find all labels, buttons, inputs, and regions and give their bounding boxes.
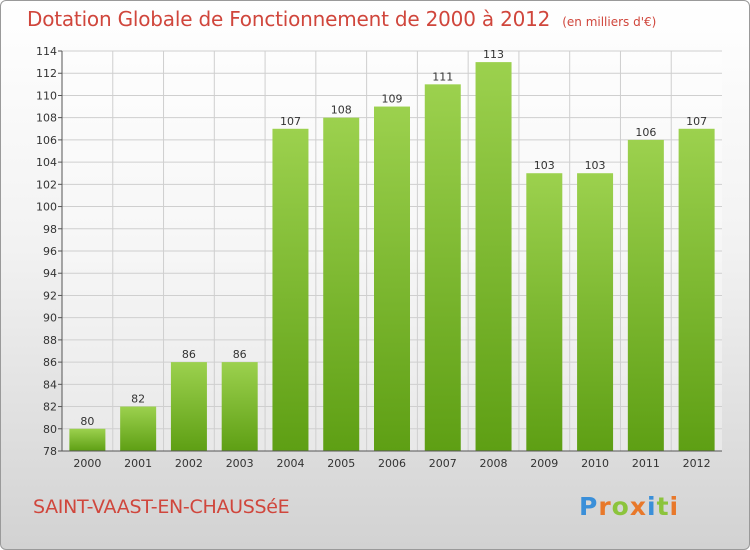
data-label: 103 — [534, 159, 555, 172]
y-tick-label: 92 — [43, 289, 57, 302]
y-tick-label: 110 — [36, 89, 57, 102]
unit-note: (en milliers d'€) — [562, 15, 657, 29]
y-tick-label: 102 — [36, 178, 57, 191]
data-label: 86 — [182, 348, 196, 361]
y-tick-label: 82 — [43, 401, 57, 414]
x-tick-label: 2000 — [73, 457, 101, 470]
bar — [475, 62, 512, 451]
x-tick-label: 2008 — [480, 457, 508, 470]
logo-letter: t — [656, 492, 670, 521]
bar — [170, 362, 207, 451]
y-tick-label: 104 — [36, 156, 57, 169]
y-tick-label: 112 — [36, 67, 57, 80]
x-tick-label: 2010 — [581, 457, 609, 470]
proxiti-logo[interactable]: Proxiti — [579, 492, 679, 521]
data-label: 82 — [131, 393, 145, 406]
logo-letter: P — [579, 492, 599, 521]
data-label: 80 — [80, 415, 94, 428]
x-tick-label: 2003 — [226, 457, 254, 470]
data-label: 111 — [432, 70, 453, 83]
y-tick-label: 98 — [43, 223, 57, 236]
data-label: 113 — [483, 48, 504, 61]
y-tick-label: 78 — [43, 445, 57, 458]
bar — [221, 362, 258, 451]
x-tick-label: 2009 — [530, 457, 558, 470]
logo-letter: o — [611, 492, 630, 521]
bar — [272, 128, 309, 451]
logo-letter: i — [647, 492, 657, 521]
logo-letter: x — [629, 492, 647, 521]
bar — [69, 428, 106, 451]
x-tick-label: 2011 — [632, 457, 660, 470]
y-tick-label: 84 — [43, 378, 57, 391]
data-label: 107 — [280, 115, 301, 128]
bar — [678, 128, 715, 451]
x-tick-label: 2001 — [124, 457, 152, 470]
x-tick-label: 2007 — [429, 457, 457, 470]
y-tick-label: 106 — [36, 134, 57, 147]
y-tick-label: 100 — [36, 201, 57, 214]
commune-name: SAINT-VAAST-EN-CHAUSSéE — [33, 496, 290, 518]
bar — [577, 173, 614, 451]
data-label: 107 — [686, 115, 707, 128]
bar — [323, 117, 360, 452]
y-tick-label: 108 — [36, 112, 57, 125]
x-tick-label: 2002 — [175, 457, 203, 470]
data-label: 109 — [382, 93, 403, 106]
y-tick-label: 88 — [43, 334, 57, 347]
y-tick-label: 80 — [43, 423, 57, 436]
data-label: 103 — [585, 159, 606, 172]
y-tick-label: 86 — [43, 356, 57, 369]
x-tick-label: 2006 — [378, 457, 406, 470]
logo-letter: r — [598, 492, 612, 521]
x-tick-label: 2004 — [276, 457, 304, 470]
y-tick-label: 96 — [43, 245, 57, 258]
bar — [374, 106, 410, 452]
chart-title-text: Dotation Globale de Fonctionnement de 20… — [27, 7, 551, 31]
chart-title: Dotation Globale de Fonctionnement de 20… — [27, 7, 656, 31]
x-tick-label: 2005 — [327, 457, 355, 470]
bar — [627, 139, 664, 451]
bar — [526, 173, 563, 451]
y-tick-label: 90 — [43, 312, 57, 325]
data-label: 108 — [331, 104, 352, 117]
bar — [120, 406, 157, 451]
data-label: 106 — [635, 126, 656, 139]
data-label: 86 — [233, 348, 247, 361]
y-tick-label: 94 — [43, 267, 57, 280]
logo-letter: i — [669, 492, 680, 521]
y-tick-label: 114 — [36, 45, 57, 58]
bar — [424, 84, 461, 451]
x-tick-label: 2012 — [683, 457, 711, 470]
